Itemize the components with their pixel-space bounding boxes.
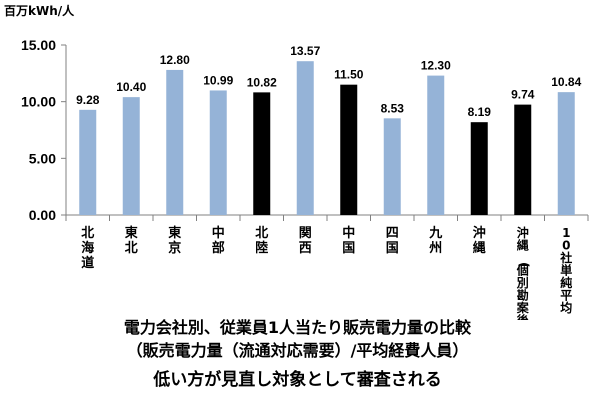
category-label: 関西 [299,226,312,256]
bar [340,84,358,216]
bar [427,75,445,215]
data-label: 12.30 [421,59,451,73]
y-tick-label: 15.00 [21,37,56,53]
data-label: 13.57 [290,44,320,58]
bar [166,69,184,215]
caption-title: 電力会社別、従業員1人当たり販売電力量の比較 [123,318,472,337]
bar [122,97,140,215]
bar [296,61,314,215]
data-label: 9.28 [76,93,100,107]
bar [79,109,97,215]
bar [557,92,575,215]
category-label: 東京 [168,225,181,256]
y-axis-unit-label: 百万kWh/人 [4,4,75,18]
category-label: 東北 [125,225,138,256]
data-label: 10.84 [551,75,581,89]
bar [514,104,532,215]
category-label: 沖縄(個別勘案後) [516,225,531,320]
category-label: 北陸 [255,226,268,256]
data-label: 8.19 [468,105,492,119]
category-label: 沖縄 [473,225,486,256]
bar-chart: 0.00 5.00 10.00 15.00 9.28 北海道 10.40 東北 12.80 東京 1… [21,37,589,320]
data-label: 12.80 [160,53,190,67]
y-tick-label: 10.00 [21,94,56,110]
category-label: 1 0 社単純平均 [559,226,572,315]
category-label: 九州 [428,226,442,256]
category-label: 中国 [342,225,355,256]
bar [383,118,401,215]
data-label: 8.53 [381,101,405,115]
data-label: 11.50 [334,68,364,82]
caption-formula: （販売電力量（流通対応需要）/平均経費人員） [126,341,469,360]
y-tick-label: 0.00 [29,207,56,223]
data-label: 9.74 [511,88,535,102]
bar [470,122,488,215]
data-label: 10.82 [247,75,277,89]
category-label: 四国 [386,226,399,256]
data-label: 10.99 [203,73,233,87]
data-label: 10.40 [116,80,146,94]
y-tick-label: 5.00 [29,150,56,166]
caption-note: 低い方が見直し対象として審査される [153,370,442,390]
bar [253,92,271,215]
category-label: 北海道 [81,226,94,271]
category-label: 中部 [212,225,225,256]
bar [209,90,227,215]
